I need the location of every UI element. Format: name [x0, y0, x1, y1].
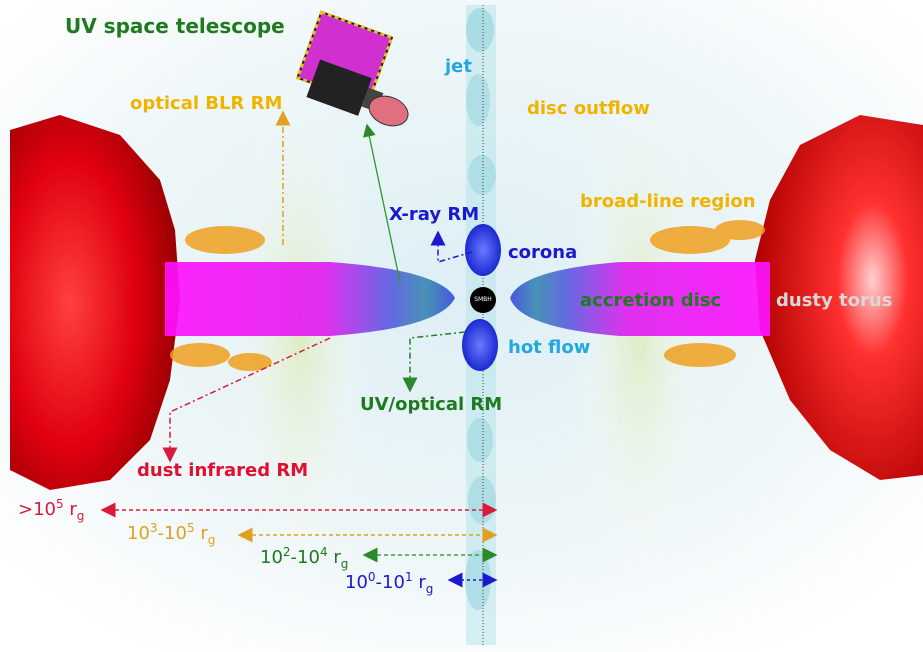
corona-label: corona	[508, 242, 578, 263]
scale-label-1: >105 rg	[18, 497, 85, 523]
dust-infrared-rm-label: dust infrared RM	[137, 460, 309, 481]
uv-telescope-arrow	[362, 123, 401, 283]
scale-label-4: 100-101 rg	[345, 570, 434, 596]
optical-blr-rm-label: optical BLR RM	[130, 93, 283, 114]
smbh: SMBH	[470, 287, 496, 313]
scale-label-3: 102-104 rg	[260, 545, 349, 571]
uv-optical-rm-label: UV/optical RM	[360, 394, 503, 415]
xray-rm-arrow	[430, 230, 473, 264]
hot-flow-blob	[462, 319, 498, 371]
uv-telescope-label: UV space telescope	[65, 14, 285, 38]
dusty-torus-left	[10, 115, 180, 490]
disc-outflow-label: disc outflow	[527, 98, 650, 119]
dust-infrared-rm-arrow	[162, 337, 331, 463]
accretion-disc-right	[510, 262, 770, 336]
accretion-disc-label: accretion disc	[580, 290, 722, 311]
accretion-disc-left	[165, 262, 455, 336]
uv-optical-rm-arrow	[402, 331, 466, 393]
scale-label-2: 103-105 rg	[127, 521, 216, 547]
broad-line-region-label: broad-line region	[580, 191, 756, 212]
dusty-torus-right	[755, 115, 923, 480]
satellite-icon	[295, 10, 409, 127]
hot-flow-label: hot flow	[508, 337, 591, 358]
broad-line-region-clouds	[170, 220, 765, 371]
dusty-torus-label: dusty torus	[776, 290, 893, 311]
jet-label: jet	[445, 56, 472, 77]
xray-rm-label: X-ray RM	[389, 204, 480, 225]
corona-blob	[465, 224, 501, 276]
